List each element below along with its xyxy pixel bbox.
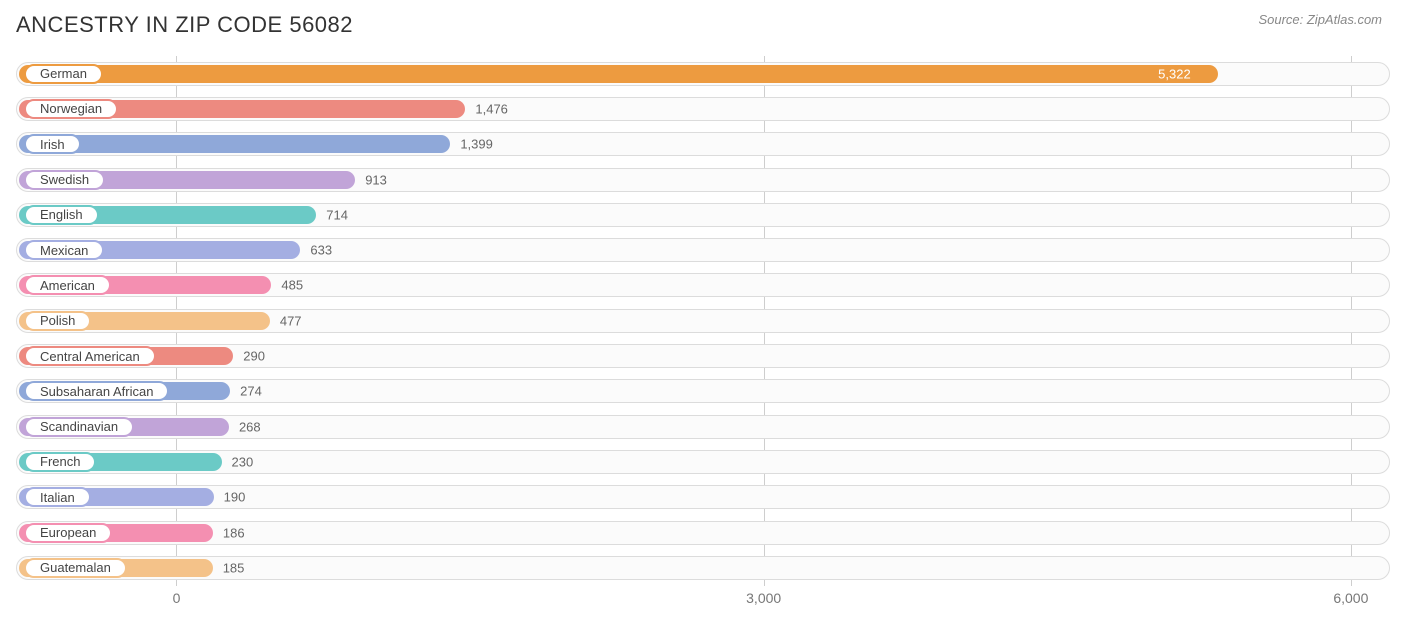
- bar-row: German 5,322: [16, 56, 1390, 91]
- chart-source: Source: ZipAtlas.com: [1258, 12, 1382, 27]
- bar-label-pill: English: [24, 205, 99, 225]
- bar-row: Scandinavian 268: [16, 409, 1390, 444]
- bar-value-label: 268: [239, 419, 261, 434]
- bar-label-pill: Central American: [24, 346, 156, 366]
- bar-row: Italian 190: [16, 480, 1390, 515]
- bar-row: English 714: [16, 197, 1390, 232]
- bar-value-label: 1,476: [475, 101, 508, 116]
- bar-label-pill: French: [24, 452, 96, 472]
- bar-row: Swedish 913: [16, 162, 1390, 197]
- chart-area: German 5,322 Norwegian 1,476 Irish 1,399 Swedi…: [16, 56, 1390, 616]
- data-bar: [19, 65, 1218, 83]
- bar-label-pill: Irish: [24, 134, 81, 154]
- x-axis-tick: 0: [173, 590, 181, 606]
- bar-track: [16, 450, 1390, 474]
- bar-row: Norwegian 1,476: [16, 91, 1390, 126]
- bar-value-label: 185: [223, 560, 245, 575]
- bar-value-label: 633: [310, 243, 332, 258]
- x-axis-tick: 6,000: [1333, 590, 1368, 606]
- bar-value-label: 1,399: [460, 137, 493, 152]
- chart-title: ANCESTRY IN ZIP CODE 56082: [16, 12, 353, 38]
- bar-row: French 230: [16, 444, 1390, 479]
- bar-value-label: 913: [365, 172, 387, 187]
- chart-header: ANCESTRY IN ZIP CODE 56082 Source: ZipAt…: [16, 12, 1390, 38]
- data-bar: [19, 135, 450, 153]
- bar-label-pill: Swedish: [24, 170, 105, 190]
- bar-value-label: 274: [240, 384, 262, 399]
- bar-label-pill: Guatemalan: [24, 558, 127, 578]
- chart-plot: German 5,322 Norwegian 1,476 Irish 1,399 Swedi…: [16, 56, 1390, 586]
- bar-value-label: 190: [224, 490, 246, 505]
- bar-label-pill: American: [24, 275, 111, 295]
- bar-value-label: 290: [243, 349, 265, 364]
- x-axis-tick: 3,000: [746, 590, 781, 606]
- bar-label-pill: Scandinavian: [24, 417, 134, 437]
- bar-track: [16, 485, 1390, 509]
- bar-label-pill: Subsaharan African: [24, 381, 169, 401]
- bar-value-label: 477: [280, 313, 302, 328]
- bar-row: Polish 477: [16, 303, 1390, 338]
- x-axis: 0 3,000 6,000: [16, 586, 1390, 614]
- bar-value-label: 186: [223, 525, 245, 540]
- bar-value-label: 5,322: [1158, 66, 1191, 81]
- bar-row: Mexican 633: [16, 232, 1390, 267]
- bar-row: Subsaharan African 274: [16, 374, 1390, 409]
- bar-label-pill: Italian: [24, 487, 91, 507]
- bar-row: American 485: [16, 268, 1390, 303]
- bar-value-label: 230: [232, 454, 254, 469]
- bar-label-pill: Norwegian: [24, 99, 118, 119]
- bar-label-pill: European: [24, 523, 112, 543]
- bar-value-label: 714: [326, 207, 348, 222]
- bar-label-pill: German: [24, 64, 103, 84]
- bar-label-pill: Mexican: [24, 240, 104, 260]
- bar-value-label: 485: [281, 278, 303, 293]
- bar-row: Guatemalan 185: [16, 550, 1390, 585]
- bar-label-pill: Polish: [24, 311, 91, 331]
- bar-row: Central American 290: [16, 338, 1390, 373]
- bar-row: European 186: [16, 515, 1390, 550]
- bar-row: Irish 1,399: [16, 127, 1390, 162]
